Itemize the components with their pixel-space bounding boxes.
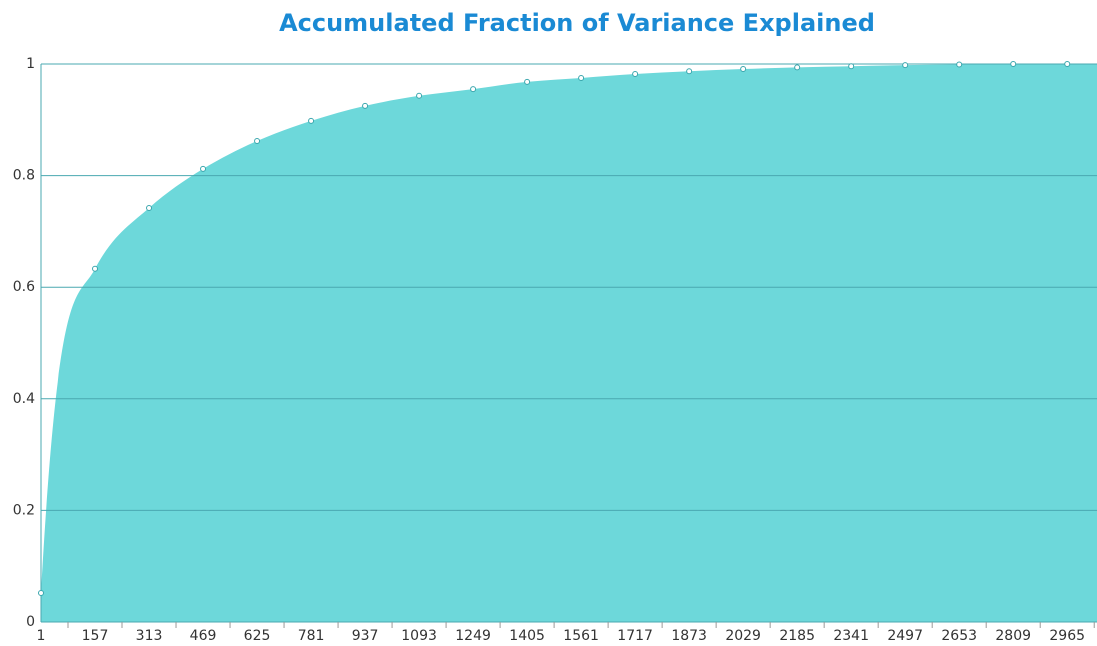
point bbox=[92, 265, 99, 272]
x-tick-label: 2497 bbox=[887, 628, 923, 644]
y-tick-label: 1 bbox=[26, 56, 35, 72]
point bbox=[848, 63, 855, 70]
x-tick-label: 1249 bbox=[455, 628, 491, 644]
x-tick-label: 937 bbox=[352, 628, 379, 644]
x-tick-label: 313 bbox=[136, 628, 163, 644]
x-tick-label: 2809 bbox=[995, 628, 1031, 644]
point bbox=[902, 62, 909, 69]
point bbox=[578, 74, 585, 81]
x-tick-label: 2965 bbox=[1049, 628, 1085, 644]
point bbox=[254, 138, 261, 145]
y-tick-label: 0.4 bbox=[13, 391, 35, 407]
y-tick-label: 0.8 bbox=[13, 168, 35, 184]
x-tick-label: 2185 bbox=[779, 628, 815, 644]
x-tick-label: 1717 bbox=[617, 628, 653, 644]
point bbox=[740, 66, 747, 73]
area bbox=[41, 64, 1097, 622]
point bbox=[470, 86, 477, 93]
point bbox=[416, 92, 423, 99]
point bbox=[146, 204, 153, 211]
point bbox=[38, 589, 44, 596]
y-tick-label: 0 bbox=[26, 614, 35, 630]
x-tick-label: 2653 bbox=[941, 628, 977, 644]
point bbox=[200, 165, 207, 172]
point bbox=[956, 61, 963, 68]
point bbox=[794, 64, 801, 71]
x-tick-label: 1873 bbox=[671, 628, 707, 644]
x-tick-label: 157 bbox=[82, 628, 109, 644]
point bbox=[686, 68, 693, 75]
point bbox=[524, 78, 531, 85]
x-tick-label: 1 bbox=[37, 628, 46, 644]
y-tick-label: 0.2 bbox=[13, 502, 35, 518]
point bbox=[1064, 61, 1071, 67]
point bbox=[632, 71, 639, 78]
x-tick-label: 625 bbox=[244, 628, 271, 644]
y-tick-label: 0.6 bbox=[13, 279, 35, 295]
x-tick-label: 1405 bbox=[509, 628, 545, 644]
x-tick-label: 2341 bbox=[833, 628, 869, 644]
x-tick-label: 1093 bbox=[401, 628, 437, 644]
chart-title: Accumulated Fraction of Variance Explain… bbox=[279, 9, 875, 37]
x-tick-label: 781 bbox=[298, 628, 325, 644]
x-tick-label: 1561 bbox=[563, 628, 599, 644]
x-tick-label: 2029 bbox=[725, 628, 761, 644]
x-tick-label: 469 bbox=[190, 628, 217, 644]
point bbox=[1010, 61, 1017, 67]
point bbox=[362, 102, 369, 109]
point bbox=[308, 117, 315, 124]
